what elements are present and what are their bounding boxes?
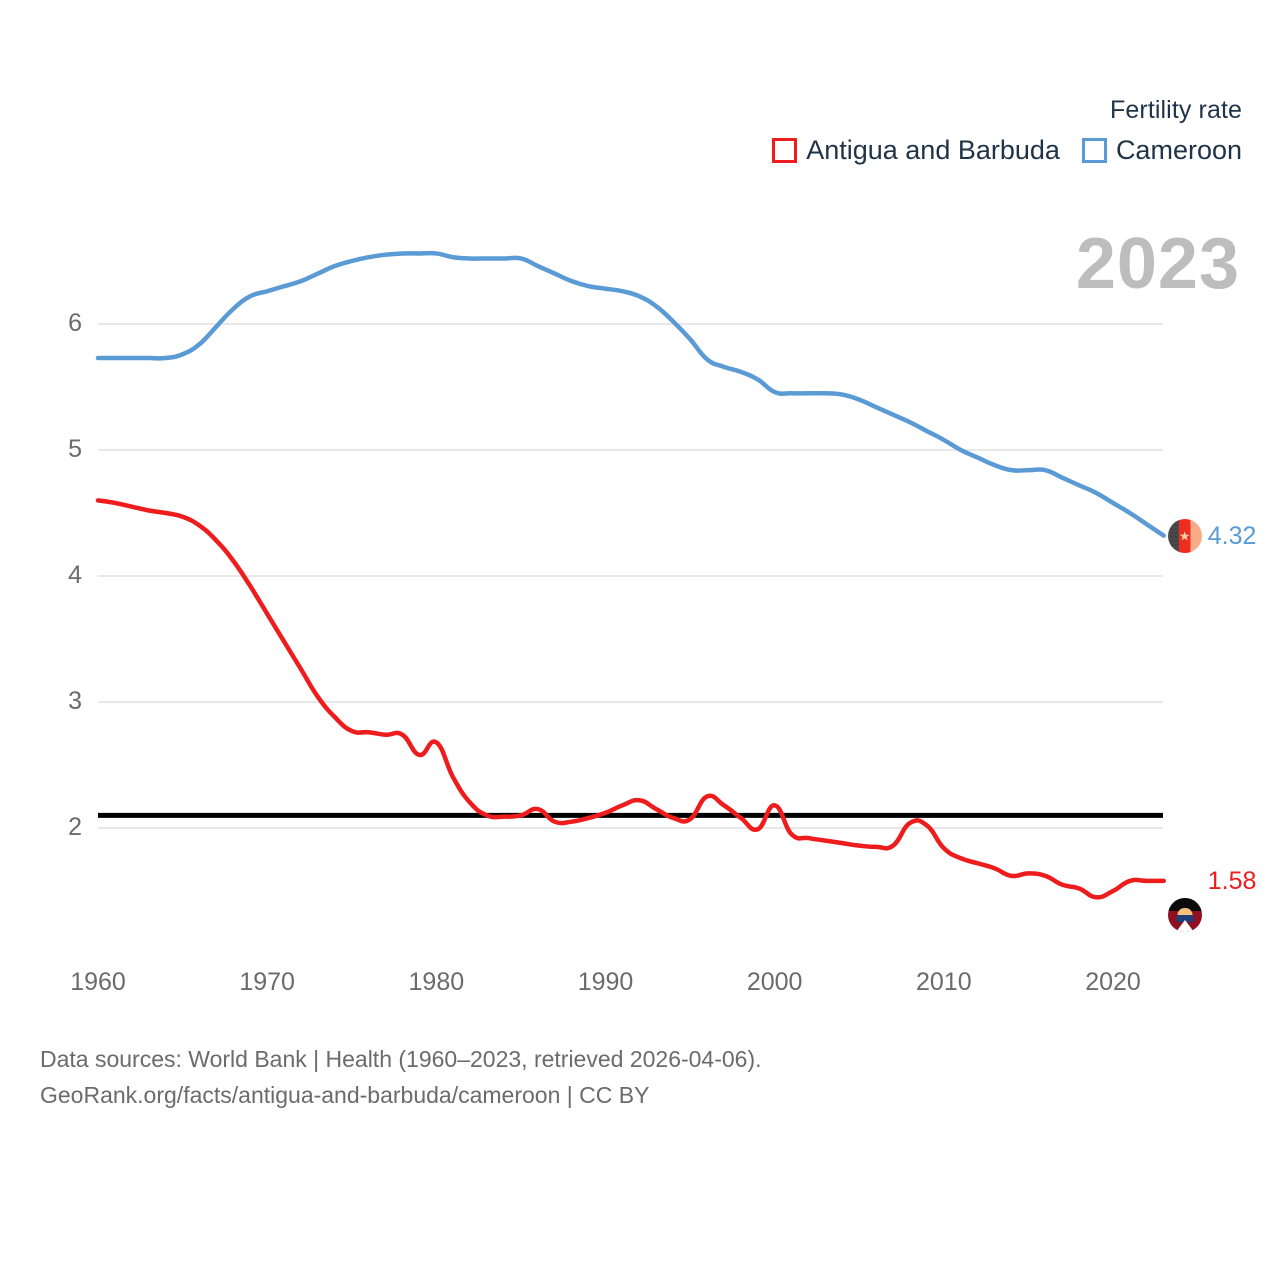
- x-tick-1960: 1960: [70, 968, 126, 996]
- y-tick-5: 5: [68, 435, 82, 463]
- footer-data-sources: Data sources: World Bank | Health (1960–…: [40, 1046, 762, 1072]
- legend-items: Antigua and Barbuda Cameroon: [772, 137, 1242, 164]
- legend-item-cameroon[interactable]: Cameroon: [1081, 135, 1242, 165]
- flag-band-black: [1167, 897, 1202, 911]
- legend-label-cameroon: Cameroon: [1115, 135, 1242, 165]
- flag-triangle-white: [1175, 919, 1194, 932]
- series-line-cameroon[interactable]: [95, 250, 1166, 538]
- x-tick-1970: 1970: [239, 968, 295, 996]
- endpoint-value-antigua-and-barbuda: 1.58: [1207, 866, 1257, 895]
- antigua-and-barbuda-flag-icon: [1167, 897, 1202, 932]
- y-tick-4: 4: [68, 561, 82, 589]
- legend-swatch-antigua-and-barbuda: [772, 138, 798, 163]
- y-tick-6: 6: [68, 309, 82, 337]
- gridlines: [98, 323, 1163, 829]
- series-lines: [95, 250, 1166, 900]
- x-tick-1990: 1990: [577, 968, 634, 996]
- chart-legend: Fertility rate Antigua and Barbuda Camer…: [772, 96, 1242, 164]
- sun-icon: [1177, 907, 1193, 915]
- flag-texture: [1169, 522, 1179, 549]
- flag-band-blue: [1176, 914, 1194, 922]
- series-line-antigua-and-barbuda[interactable]: [95, 498, 1166, 900]
- x-tick-2020: 2020: [1085, 968, 1141, 996]
- x-tick-2010: 2010: [916, 968, 972, 996]
- star-icon: ★: [1178, 528, 1191, 544]
- y-tick-3: 3: [68, 687, 82, 715]
- legend-item-antigua-and-barbuda[interactable]: Antigua and Barbuda: [772, 137, 1060, 164]
- x-tick-1980: 1980: [408, 968, 465, 996]
- x-tick-2000: 2000: [746, 968, 803, 996]
- legend-title: Fertility rate: [1110, 96, 1242, 124]
- cameroon-flag-icon: ★: [1167, 518, 1202, 553]
- endpoint-value-cameroon: 4.32: [1207, 521, 1257, 550]
- y-tick-2: 2: [68, 813, 82, 841]
- footer-url[interactable]: GeoRank.org/facts/antigua-and-barbuda/ca…: [40, 1081, 650, 1108]
- footer-attribution: Data sources: World Bank | Health (1960–…: [40, 1042, 762, 1113]
- legend-label-antigua-and-barbuda: Antigua and Barbuda: [806, 135, 1060, 165]
- legend-swatch-cameroon: [1081, 138, 1107, 163]
- year-watermark: 2023: [1075, 224, 1240, 304]
